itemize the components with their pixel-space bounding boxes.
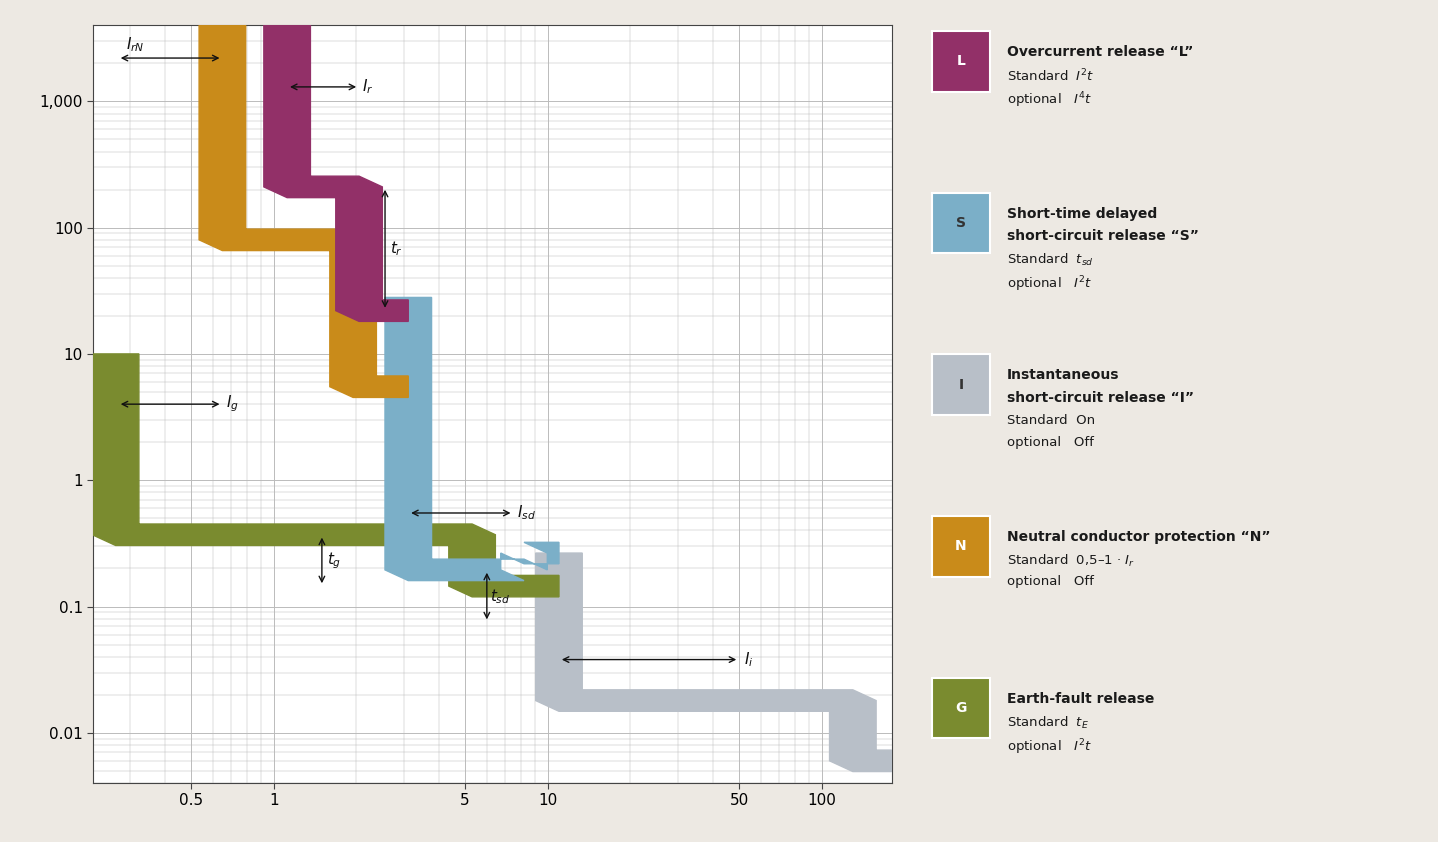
- Bar: [932, 354, 989, 415]
- Text: optional   $I^2t$: optional $I^2t$: [1007, 737, 1091, 757]
- Text: Standard  On: Standard On: [1007, 413, 1094, 427]
- Text: Standard  $t_{sd}$: Standard $t_{sd}$: [1007, 252, 1094, 268]
- Polygon shape: [198, 25, 408, 397]
- Text: $t_{sd}$: $t_{sd}$: [490, 587, 510, 606]
- Text: Standard  $t_E$: Standard $t_E$: [1007, 714, 1089, 731]
- Text: Earth-fault release: Earth-fault release: [1007, 692, 1155, 706]
- Text: N: N: [955, 539, 966, 553]
- Text: short-circuit release “S”: short-circuit release “S”: [1007, 229, 1199, 243]
- Text: Standard  $I^2t$: Standard $I^2t$: [1007, 67, 1094, 84]
- Text: I: I: [959, 377, 963, 392]
- Text: S: S: [956, 216, 966, 230]
- Text: optional   Off: optional Off: [1007, 436, 1094, 450]
- Polygon shape: [536, 553, 892, 771]
- Polygon shape: [263, 25, 408, 322]
- Text: $t_g$: $t_g$: [326, 551, 341, 571]
- Text: G: G: [955, 701, 966, 715]
- Text: Overcurrent release “L”: Overcurrent release “L”: [1007, 45, 1194, 59]
- Text: L: L: [956, 54, 965, 68]
- Bar: [932, 31, 989, 92]
- Text: Short-time delayed: Short-time delayed: [1007, 207, 1158, 221]
- Text: optional   $I^2t$: optional $I^2t$: [1007, 274, 1091, 295]
- Text: $t_r$: $t_r$: [390, 239, 403, 258]
- Text: Neutral conductor protection “N”: Neutral conductor protection “N”: [1007, 530, 1270, 544]
- Text: $I_g$: $I_g$: [226, 394, 239, 414]
- Polygon shape: [385, 297, 559, 581]
- Text: $I_i$: $I_i$: [743, 650, 754, 669]
- Text: $I_{rN}$: $I_{rN}$: [127, 35, 145, 54]
- Text: $I_r$: $I_r$: [362, 77, 374, 96]
- Bar: [932, 516, 989, 577]
- Text: Standard  0,5–1 · $I_r$: Standard 0,5–1 · $I_r$: [1007, 552, 1135, 569]
- Text: optional   Off: optional Off: [1007, 575, 1094, 589]
- Text: $I_{sd}$: $I_{sd}$: [516, 504, 535, 522]
- Text: Instantaneous: Instantaneous: [1007, 369, 1119, 382]
- Text: optional   $I^4t$: optional $I^4t$: [1007, 90, 1091, 110]
- Bar: [932, 678, 989, 738]
- Bar: [932, 193, 989, 253]
- Text: short-circuit release “I”: short-circuit release “I”: [1007, 391, 1194, 405]
- Polygon shape: [92, 354, 559, 597]
